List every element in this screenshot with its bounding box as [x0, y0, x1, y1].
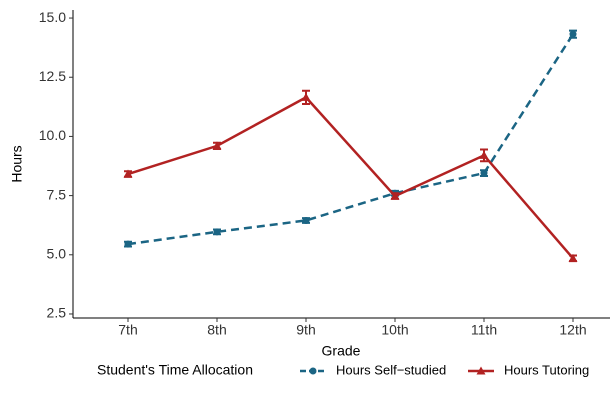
y-tick-label: 5.0 [47, 245, 67, 261]
line [127, 33, 575, 246]
x-tick-label: 10th [381, 322, 408, 338]
y-tick-label: 7.5 [47, 186, 67, 202]
legend-marker [476, 366, 486, 375]
marker [302, 216, 310, 224]
x-tick-label: 7th [118, 322, 137, 338]
marker [212, 141, 222, 150]
y-tick-label: 10.0 [39, 127, 66, 143]
y-axis-label: Hours [9, 145, 25, 182]
line [127, 95, 574, 260]
legend-title: Student's Time Allocation [97, 362, 253, 378]
marker [569, 30, 577, 38]
marker [124, 240, 132, 248]
x-tick-label: 12th [559, 322, 586, 338]
marker [479, 150, 489, 159]
x-tick-label: 8th [207, 322, 226, 338]
legend-label: Hours Self−studied [336, 362, 446, 377]
x-tick-label: 9th [296, 322, 315, 338]
marker [480, 169, 488, 177]
marker [301, 92, 311, 101]
y-tick-label: 12.5 [39, 68, 66, 84]
y-tick-label: 2.5 [47, 305, 67, 321]
marker [213, 228, 221, 236]
x-tick-label: 11th [471, 322, 497, 338]
x-axis-label: Grade [322, 343, 361, 359]
marker [568, 253, 578, 262]
y-tick-label: 15.0 [39, 9, 66, 25]
marker [390, 191, 400, 200]
legend-marker [309, 367, 317, 375]
legend-label: Hours Tutoring [504, 362, 589, 377]
marker [123, 169, 133, 178]
